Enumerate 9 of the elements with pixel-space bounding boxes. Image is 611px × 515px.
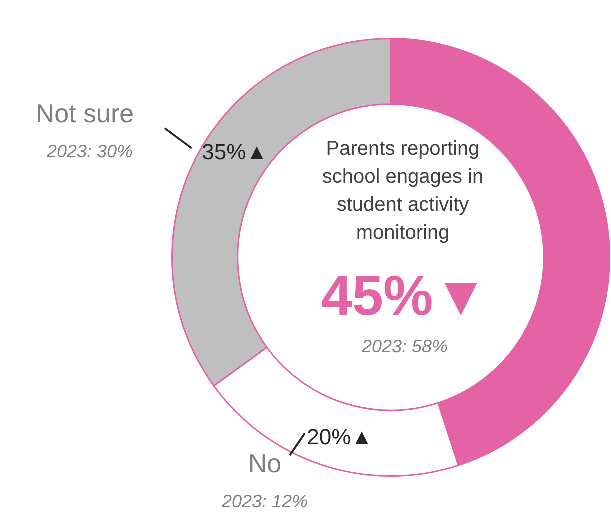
text: Parents reporting school engages in student activity monitoring (322, 138, 484, 244)
text: 2023: 30% (46, 142, 134, 162)
data-label: 20%▲ (307, 424, 373, 450)
text: 2023: 58% (360, 336, 448, 356)
data-label: 45%▼ (321, 264, 489, 327)
slice-label: No (248, 448, 282, 479)
data-label: 35%▲ (202, 140, 268, 165)
slice-label: Not sure (36, 98, 134, 129)
text: 2023: 12% (220, 492, 308, 512)
